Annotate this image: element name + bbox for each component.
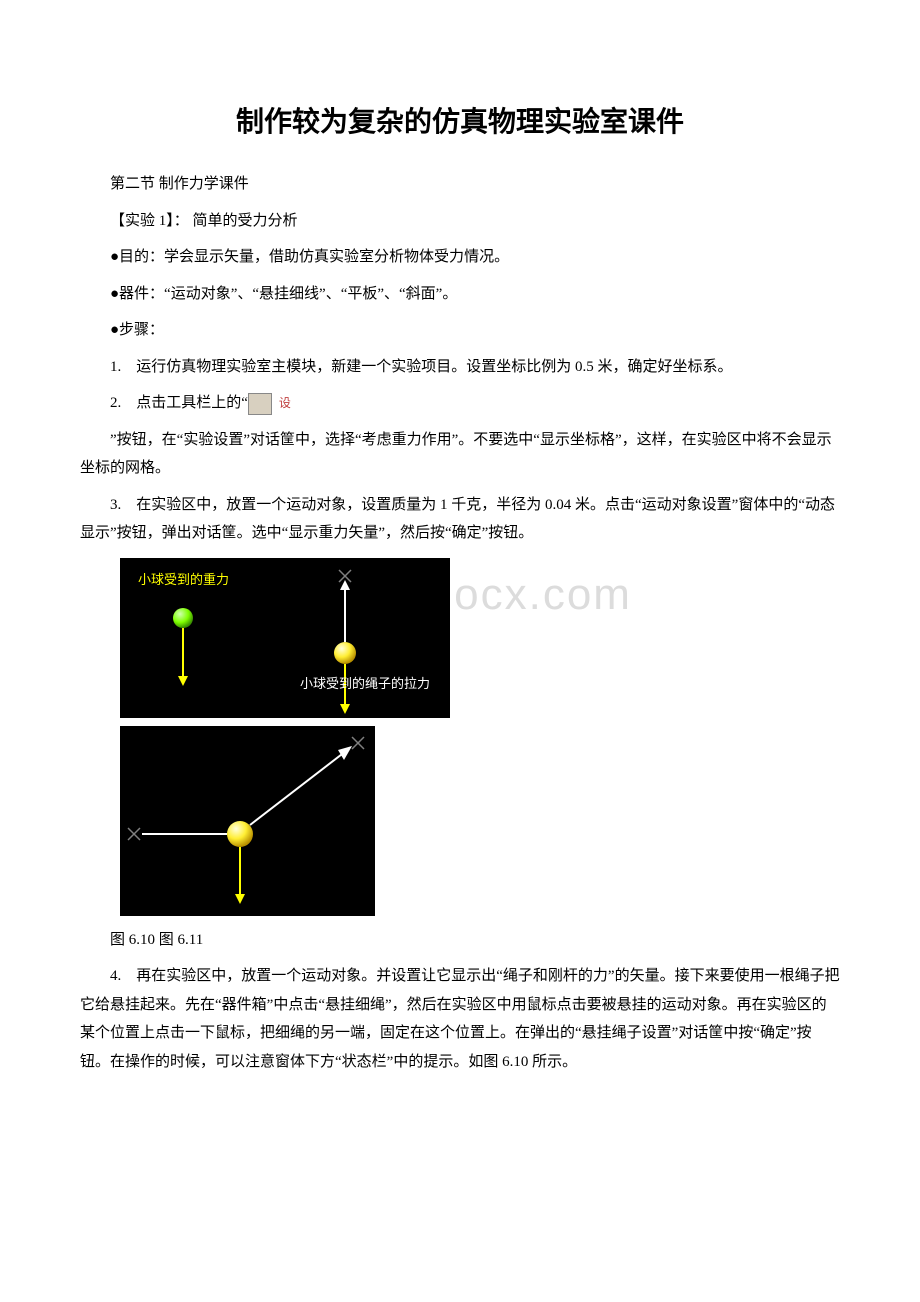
experiment-label: 【实验 1】： 简单的受力分析 bbox=[80, 207, 840, 236]
steps-label: ●步骤： bbox=[80, 316, 840, 345]
step-2-prefix: 2. 点击工具栏上的“ bbox=[110, 395, 248, 411]
fig2-bg bbox=[120, 726, 375, 916]
purpose-line: ●目的：学会显示矢量，借助仿真实验室分析物体受力情况。 bbox=[80, 243, 840, 272]
step-4: 4. 再在实验区中，放置一个运动对象。并设置让它显示出“绳子和刚杆的力”的矢量。… bbox=[80, 962, 840, 1076]
figure-6-11 bbox=[120, 726, 375, 916]
figure-6-10: 小球受到的重力 bbox=[120, 558, 450, 718]
figure-caption: 图 6.10 图 6.11 bbox=[80, 926, 840, 955]
step-2-line2: ”按钮，在“实验设置”对话筐中，选择“考虑重力作用”。不要选中“显示坐标格”，这… bbox=[80, 426, 840, 483]
step-1: 1. 运行仿真物理实验室主模块，新建一个实验项目。设置坐标比例为 0.5 米，确… bbox=[80, 353, 840, 382]
figure-block: 小球受到的重力 bbox=[120, 558, 840, 916]
instruments-line: ●器件：“运动对象”、“悬挂细线”、“平板”、“斜面”。 bbox=[80, 280, 840, 309]
settings-icon: 设 bbox=[248, 393, 272, 415]
fig1-gravity-label: 小球受到的重力 bbox=[138, 572, 229, 587]
document-content: 制作较为复杂的仿真物理实验室课件 第二节 制作力学课件 【实验 1】： 简单的受… bbox=[80, 100, 840, 1076]
step-3: 3. 在实验区中，放置一个运动对象，设置质量为 1 千克，半径为 0.04 米。… bbox=[80, 491, 840, 548]
fig1-tension-label: 小球受到的绳子的拉力 bbox=[300, 676, 430, 691]
page-title: 制作较为复杂的仿真物理实验室课件 bbox=[80, 100, 840, 140]
fig1-yellow-ball bbox=[334, 642, 356, 664]
step-2-line1: 2. 点击工具栏上的“设 bbox=[80, 389, 840, 418]
section-heading: 第二节 制作力学课件 bbox=[80, 170, 840, 199]
fig2-yellow-ball bbox=[227, 821, 253, 847]
fig1-green-ball bbox=[173, 608, 193, 628]
